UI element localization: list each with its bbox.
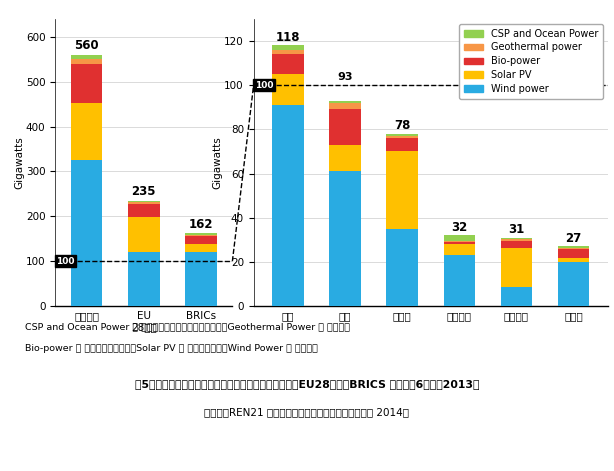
Text: 235: 235	[131, 185, 156, 198]
Bar	[272, 74, 303, 105]
Bar	[272, 54, 303, 74]
Bar	[558, 262, 589, 306]
Bar	[558, 248, 589, 249]
Bar	[558, 246, 589, 248]
Bar	[329, 171, 361, 306]
Text: 93: 93	[337, 72, 353, 82]
Bar	[501, 248, 532, 287]
Bar	[272, 50, 303, 54]
Bar	[558, 249, 589, 258]
Text: 31: 31	[508, 223, 524, 236]
Text: 27: 27	[565, 232, 581, 245]
Bar	[386, 136, 418, 138]
Bar	[128, 201, 160, 202]
Bar	[185, 236, 217, 244]
Bar	[386, 229, 418, 306]
Text: 162: 162	[188, 218, 213, 231]
Text: （出典：REN21 運営委員会　再生可能エネルギー白書 2014）: （出典：REN21 運営委員会 再生可能エネルギー白書 2014）	[204, 407, 410, 417]
Bar	[501, 238, 532, 239]
Bar	[71, 160, 103, 306]
Bar	[185, 235, 217, 236]
Bar	[443, 255, 475, 306]
Bar	[386, 138, 418, 152]
Bar	[329, 145, 361, 171]
Text: CSP and Ocean Power ＝ 集光型太陽熱発電と海洋発電　　Geothermal Power ＝ 地熱発電: CSP and Ocean Power ＝ 集光型太陽熱発電と海洋発電 Geot…	[25, 323, 349, 332]
Bar	[185, 252, 217, 306]
Text: 32: 32	[451, 220, 467, 234]
Bar	[443, 244, 475, 255]
Text: 560: 560	[74, 39, 99, 52]
Y-axis label: Gigawatts: Gigawatts	[213, 136, 223, 189]
Bar	[443, 241, 475, 242]
Bar	[501, 287, 532, 306]
Text: Bio-power ＝ バイオマス発電　　Solar PV ＝ 太陽光発電　　Wind Power ＝ 風力発電: Bio-power ＝ バイオマス発電 Solar PV ＝ 太陽光発電 Win…	[25, 344, 317, 353]
Bar	[128, 217, 160, 252]
Bar	[558, 258, 589, 262]
Bar	[71, 55, 103, 59]
Text: 100: 100	[56, 257, 75, 266]
Text: 118: 118	[276, 31, 300, 44]
Bar	[71, 59, 103, 64]
Bar	[185, 234, 217, 235]
Bar	[386, 134, 418, 136]
Bar	[272, 105, 303, 306]
Bar	[329, 103, 361, 109]
Bar	[185, 244, 217, 252]
Bar	[443, 242, 475, 244]
Bar	[329, 101, 361, 103]
Legend: CSP and Ocean Power, Geothermal power, Bio-power, Solar PV, Wind power: CSP and Ocean Power, Geothermal power, B…	[459, 24, 603, 99]
Bar	[128, 252, 160, 306]
Bar	[128, 204, 160, 217]
Bar	[128, 202, 160, 204]
Bar	[386, 152, 418, 229]
Bar	[501, 239, 532, 241]
Text: 図5　再生可能エネルギーの発電設備容量（世界合計、EU28か国、BRICS 及び上位6か国　2013年: 図5 再生可能エネルギーの発電設備容量（世界合計、EU28か国、BRICS 及び…	[134, 379, 480, 389]
Bar	[329, 109, 361, 145]
Text: 100: 100	[255, 81, 273, 89]
Bar	[71, 103, 103, 160]
Bar	[443, 236, 475, 241]
Bar	[272, 45, 303, 50]
Text: 78: 78	[394, 119, 410, 132]
Bar	[501, 241, 532, 248]
Bar	[71, 64, 103, 103]
Y-axis label: Gigawatts: Gigawatts	[15, 136, 25, 189]
